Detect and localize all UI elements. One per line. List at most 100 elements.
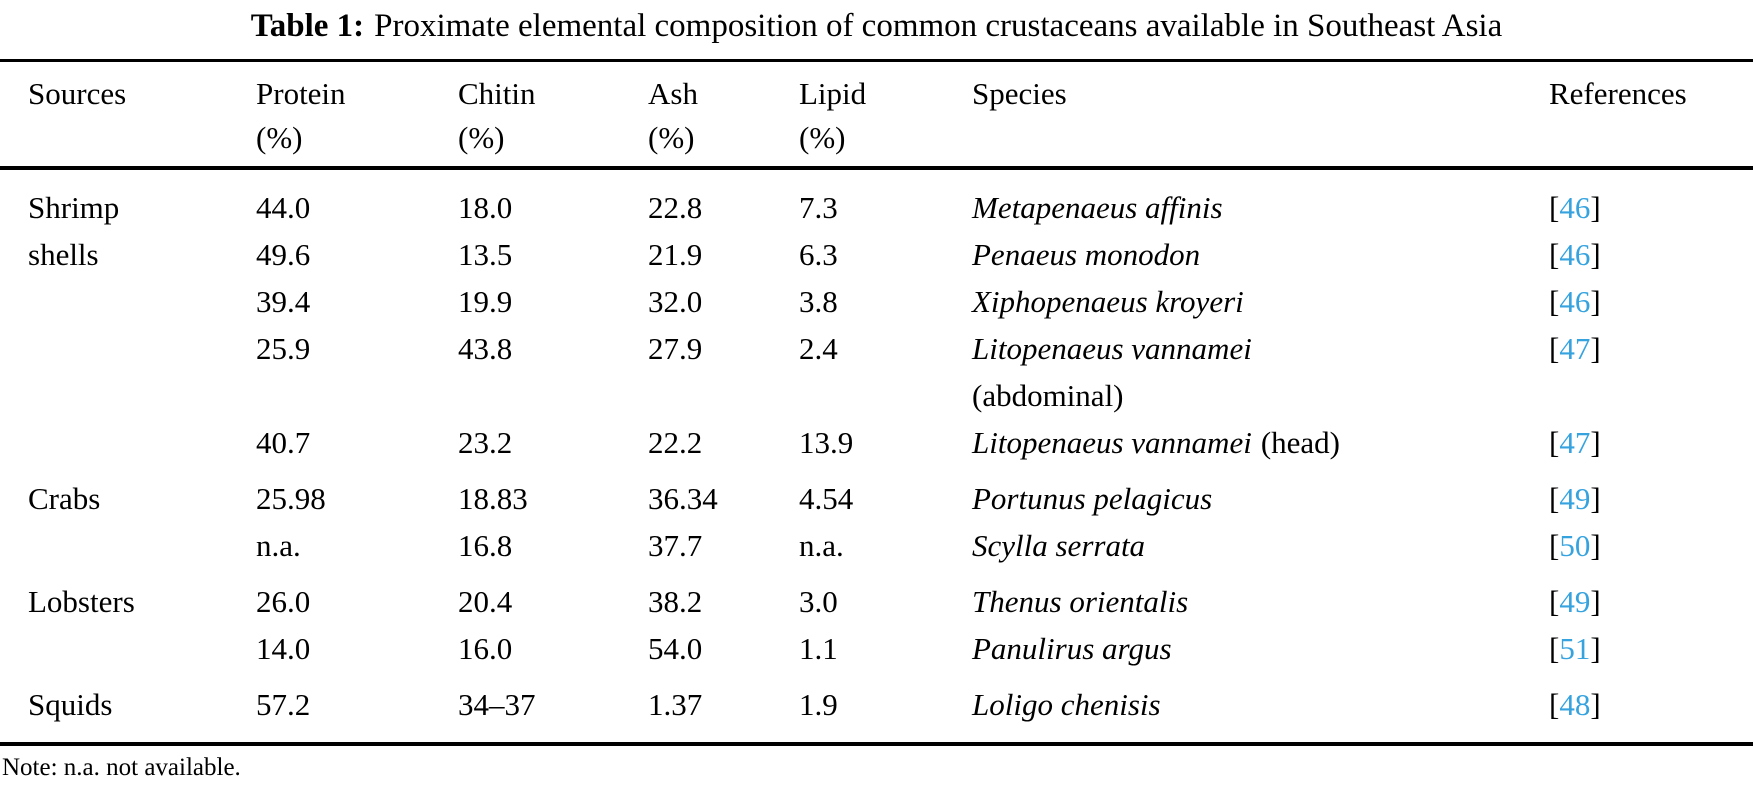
species-name: Penaeus monodon [972,237,1201,272]
table-row: n.a. 16.8 37.7 n.a. Scylla serrata [50] [0,522,1753,569]
reference-open-bracket: [ [1549,528,1560,563]
reference-close-bracket: ] [1590,584,1601,619]
table-caption: Table 1: Proximate elemental composition … [0,6,1753,46]
table-row: Crabs 25.98 18.83 36.34 4.54 Portunus pe… [0,466,1753,522]
table-row: 25.9 43.8 27.9 2.4 Litopenaeus vannamei (… [0,325,1753,419]
species-cell: Metapenaeus affinis [972,168,1549,231]
species-cell: Scylla serrata [972,522,1549,569]
lipid-cell: 2.4 [799,331,838,366]
chitin-cell: 16.0 [458,631,513,666]
protein-cell: 26.0 [256,584,311,619]
reference-link[interactable]: 47 [1559,425,1591,460]
lipid-cell: 6.3 [799,237,838,272]
protein-cell: 40.7 [256,425,311,460]
chitin-cell: 18.83 [458,481,528,516]
reference-open-bracket: [ [1549,425,1560,460]
col-header-protein: Protein (%) [256,60,458,170]
lipid-cell: 1.1 [799,631,838,666]
reference-open-bracket: [ [1549,631,1560,666]
table-row: 14.0 16.0 54.0 1.1 Panulirus argus [51] [0,625,1753,672]
reference-cell: [49] [1549,466,1753,522]
header-row: Sources Protein (%) Chitin (%) Ash (%) Lipi… [0,60,1753,170]
protein-cell: 39.4 [256,284,311,319]
reference-open-bracket: [ [1549,481,1560,516]
ash-cell: 36.34 [648,481,718,516]
reference-cell: [47] [1549,325,1753,419]
species-cell: Loligo chenisis [972,672,1549,744]
protein-cell: 25.9 [256,331,311,366]
ash-cell: 27.9 [648,331,703,366]
table-row: 39.4 19.9 32.0 3.8 Xiphopenaeus kroyeri … [0,278,1753,325]
source-cell: Crabs [0,466,256,569]
reference-link[interactable]: 47 [1559,331,1591,366]
reference-cell: [46] [1549,278,1753,325]
lipid-cell: 13.9 [799,425,854,460]
species-name: Litopenaeus vannamei [972,425,1252,460]
species-note: (head) [1260,425,1340,460]
reference-link[interactable]: 46 [1559,237,1591,272]
col-header-species: Species [972,60,1549,170]
reference-close-bracket: ] [1590,331,1601,366]
reference-open-bracket: [ [1549,331,1560,366]
source-label: Lobsters [28,584,135,619]
ash-cell: 1.37 [648,687,703,722]
ash-cell: 54.0 [648,631,703,666]
source-label: Shrimp shells [28,190,120,272]
reference-link[interactable]: 49 [1559,584,1591,619]
reference-close-bracket: ] [1590,190,1601,225]
protein-cell: 14.0 [256,631,311,666]
lipid-cell: 3.8 [799,284,838,319]
reference-cell: [47] [1549,419,1753,466]
ash-cell: 22.2 [648,425,703,460]
reference-link[interactable]: 51 [1559,631,1591,666]
species-name: Portunus pelagicus [972,481,1213,516]
reference-link[interactable]: 50 [1559,528,1591,563]
reference-close-bracket: ] [1590,284,1601,319]
reference-close-bracket: ] [1590,687,1601,722]
species-cell: Penaeus monodon [972,231,1549,278]
reference-open-bracket: [ [1549,190,1560,225]
reference-close-bracket: ] [1590,481,1601,516]
chitin-cell: 19.9 [458,284,513,319]
chitin-cell: 18.0 [458,190,513,225]
table-row: Lobsters 26.0 20.4 38.2 3.0 Thenus orien… [0,569,1753,625]
composition-table: Sources Protein (%) Chitin (%) Ash (%) Lipi… [0,59,1753,746]
source-label: Squids [28,687,113,722]
species-name: Metapenaeus affinis [972,190,1223,225]
chitin-cell: 23.2 [458,425,513,460]
col-header-chitin: Chitin (%) [458,60,648,170]
col-header-ash: Ash (%) [648,60,799,170]
species-cell: Panulirus argus [972,625,1549,672]
reference-close-bracket: ] [1590,528,1601,563]
table-footnote: Note: n.a. not available. [2,754,241,781]
species-cell: Thenus orientalis [972,569,1549,625]
chitin-cell: 34–37 [458,687,536,722]
reference-link[interactable]: 46 [1559,190,1591,225]
protein-cell: 57.2 [256,687,311,722]
reference-open-bracket: [ [1549,687,1560,722]
lipid-cell: 7.3 [799,190,838,225]
table-caption-label: Table 1: [250,8,365,44]
ash-cell: 32.0 [648,284,703,319]
reference-open-bracket: [ [1549,584,1560,619]
source-cell: Lobsters [0,569,256,672]
table-caption-text: Proximate elemental composition of commo… [374,8,1503,44]
species-name: Panulirus argus [972,631,1172,666]
reference-cell: [46] [1549,231,1753,278]
reference-close-bracket: ] [1590,237,1601,272]
reference-close-bracket: ] [1590,425,1601,460]
ash-cell: 38.2 [648,584,703,619]
reference-link[interactable]: 48 [1559,687,1591,722]
reference-link[interactable]: 49 [1559,481,1591,516]
reference-cell: [50] [1549,522,1753,569]
protein-cell: n.a. [256,528,301,563]
ash-cell: 21.9 [648,237,703,272]
chitin-cell: 16.8 [458,528,513,563]
reference-cell: [49] [1549,569,1753,625]
species-name: Loligo chenisis [972,687,1161,722]
reference-link[interactable]: 46 [1559,284,1591,319]
table-row: Squids 57.2 34–37 1.37 1.9 Loligo chenis… [0,672,1753,744]
source-cell: Squids [0,672,256,744]
reference-open-bracket: [ [1549,284,1560,319]
